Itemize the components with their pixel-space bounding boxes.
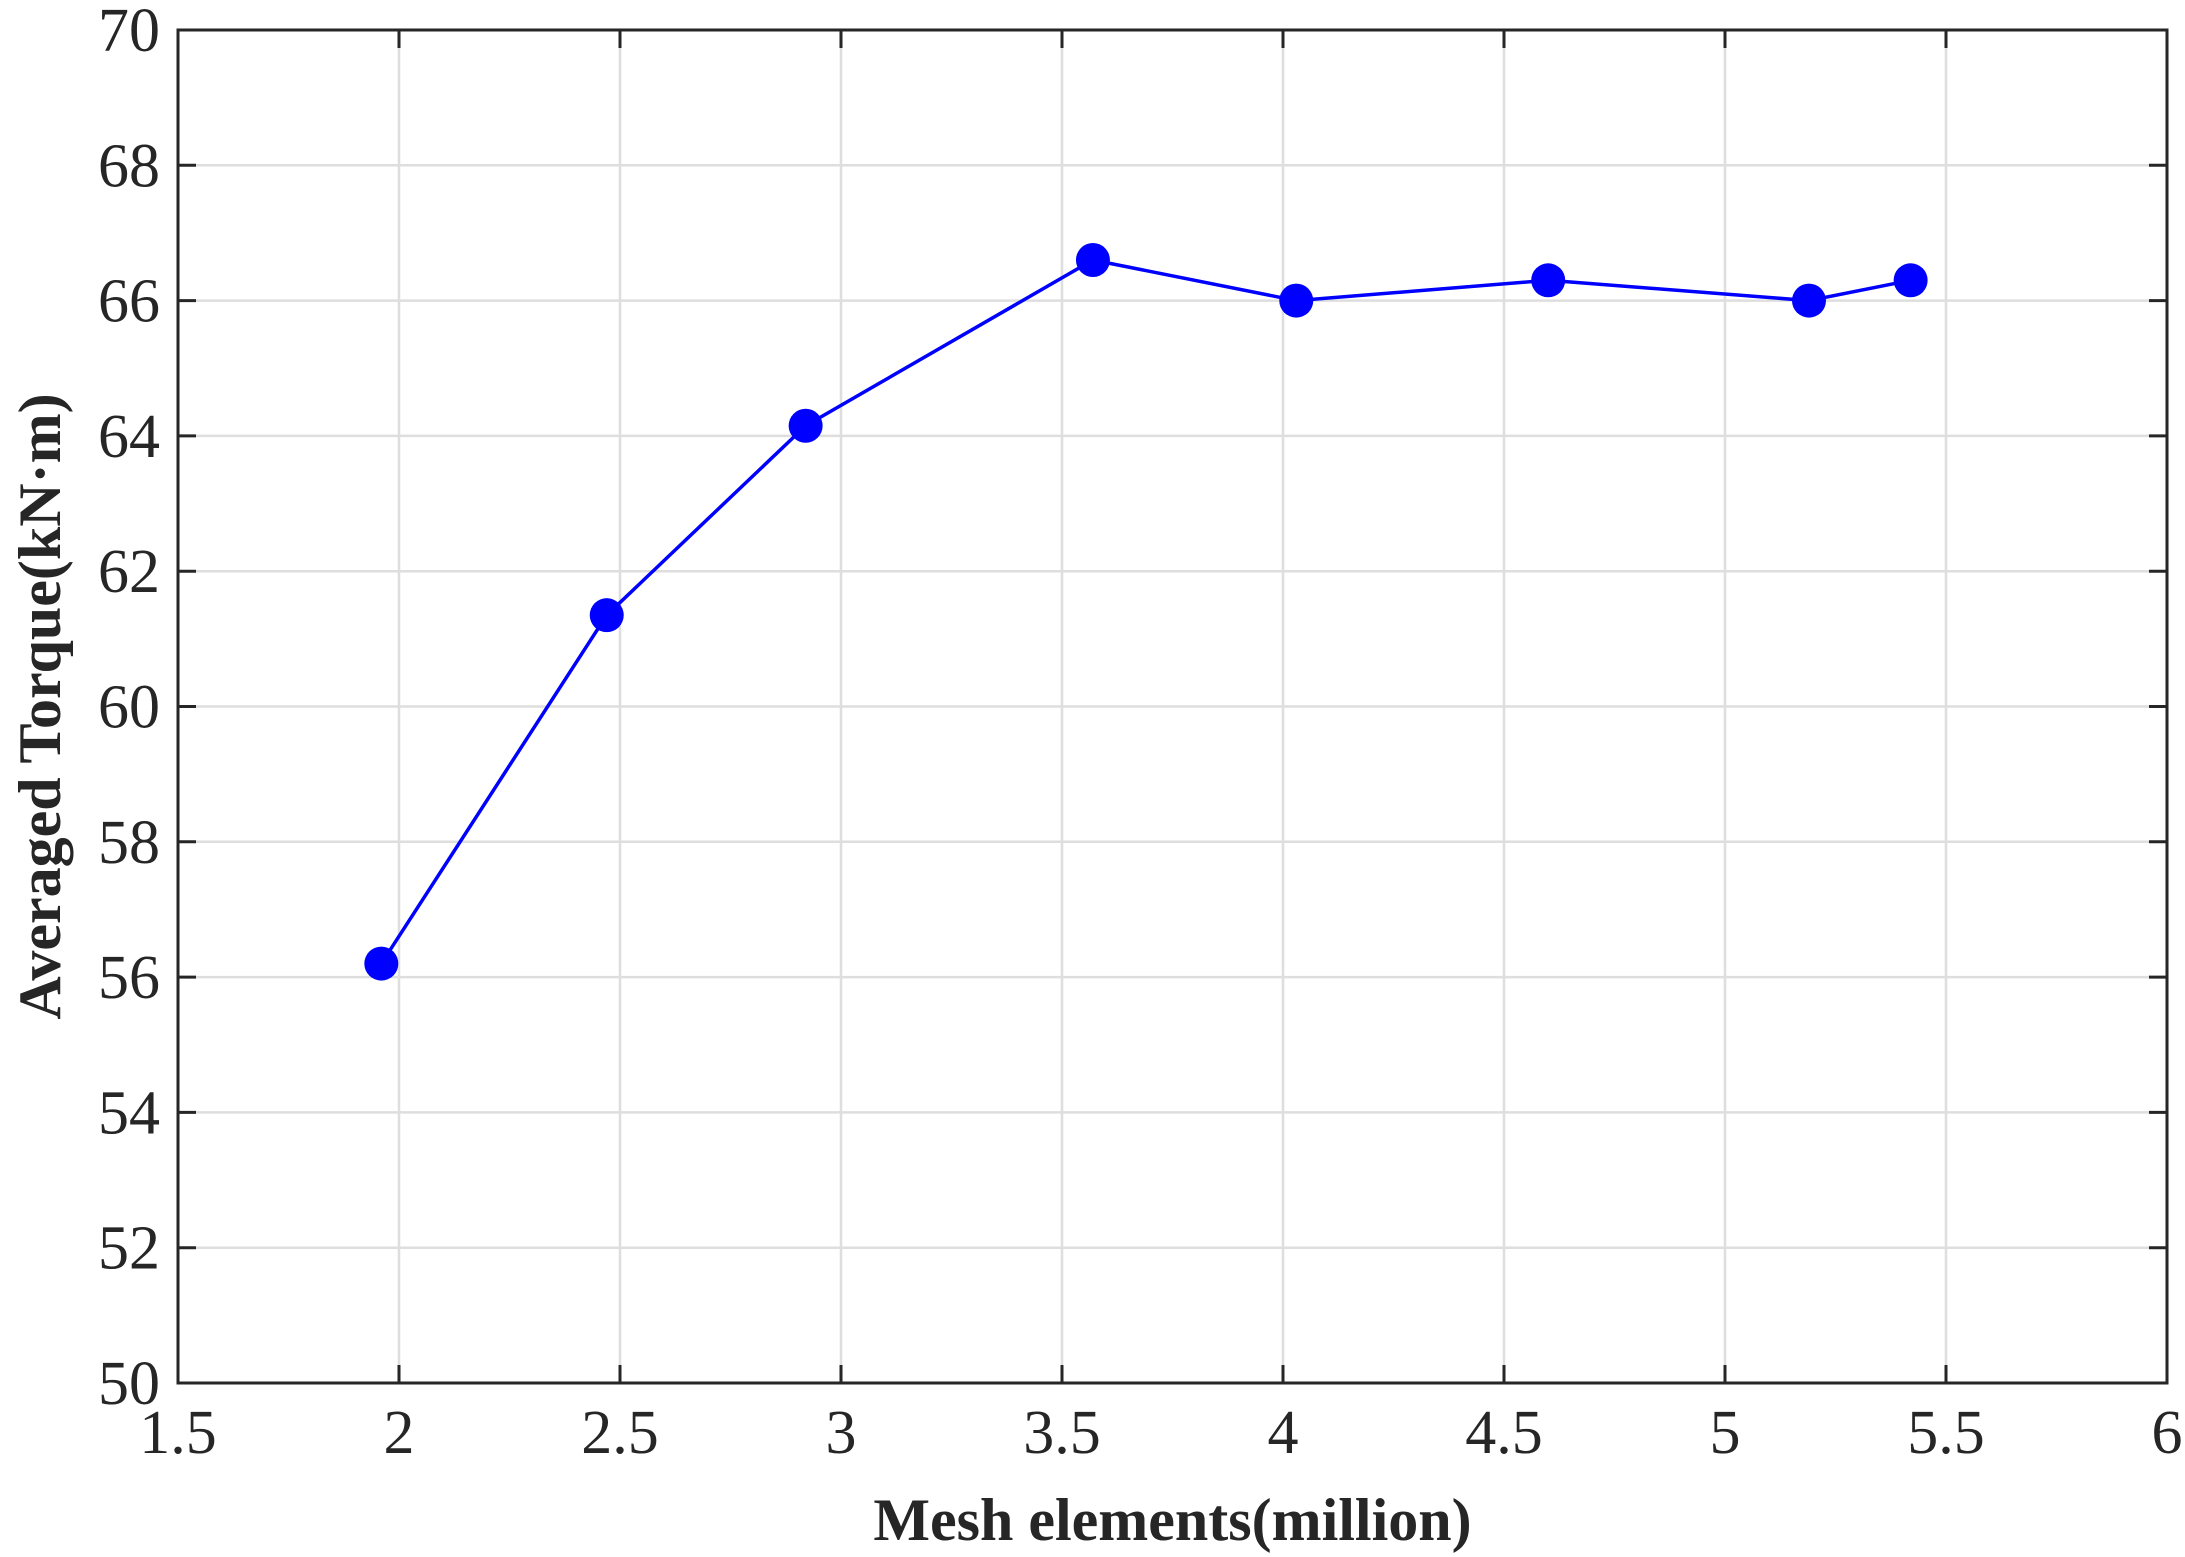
y-tick-label: 50 — [98, 1350, 160, 1418]
x-tick-label: 3.5 — [1023, 1399, 1101, 1467]
data-point — [1531, 263, 1566, 298]
data-point — [1893, 263, 1928, 298]
data-point — [364, 946, 399, 981]
grid — [176, 28, 2169, 1385]
x-tick-label: 2 — [384, 1399, 415, 1467]
x-tick-label: 5 — [1710, 1399, 1741, 1467]
x-tick-label: 4.5 — [1465, 1399, 1543, 1467]
data-point — [1075, 243, 1110, 278]
y-tick-labels: 50 52 54 56 58 60 62 64 66 68 70 — [98, 0, 160, 1418]
data-point — [589, 598, 624, 633]
x-tick-label: 6 — [2152, 1399, 2183, 1467]
y-tick-label: 68 — [98, 132, 160, 200]
y-axis-label: Averaged Torque(kN·m) — [7, 393, 73, 1019]
y-tick-label: 60 — [98, 674, 160, 742]
x-tick-label: 1.5 — [139, 1399, 217, 1467]
data-point — [1791, 283, 1826, 318]
x-tick-label: 4 — [1268, 1399, 1299, 1467]
ticks — [176, 28, 2169, 1385]
series-line — [379, 258, 1911, 965]
data-point — [1279, 283, 1314, 318]
x-axis-label: Mesh elements(million) — [873, 1487, 1471, 1553]
series-layer — [364, 243, 1928, 981]
y-tick-label: 62 — [98, 538, 160, 606]
y-tick-label: 54 — [98, 1079, 160, 1147]
y-tick-label: 70 — [98, 0, 160, 65]
data-point — [788, 408, 823, 443]
y-tick-label: 56 — [98, 944, 160, 1012]
x-tick-label: 3 — [826, 1399, 857, 1467]
y-tick-label: 52 — [98, 1215, 160, 1283]
y-tick-label: 66 — [98, 268, 160, 336]
x-tick-label: 5.5 — [1907, 1399, 1985, 1467]
x-tick-labels: 1.5 2 2.5 3 3.5 4 4.5 5 5.5 6 — [139, 1399, 2182, 1467]
x-tick-label: 2.5 — [581, 1399, 659, 1467]
y-tick-label: 64 — [98, 403, 160, 471]
y-tick-label: 58 — [98, 809, 160, 877]
